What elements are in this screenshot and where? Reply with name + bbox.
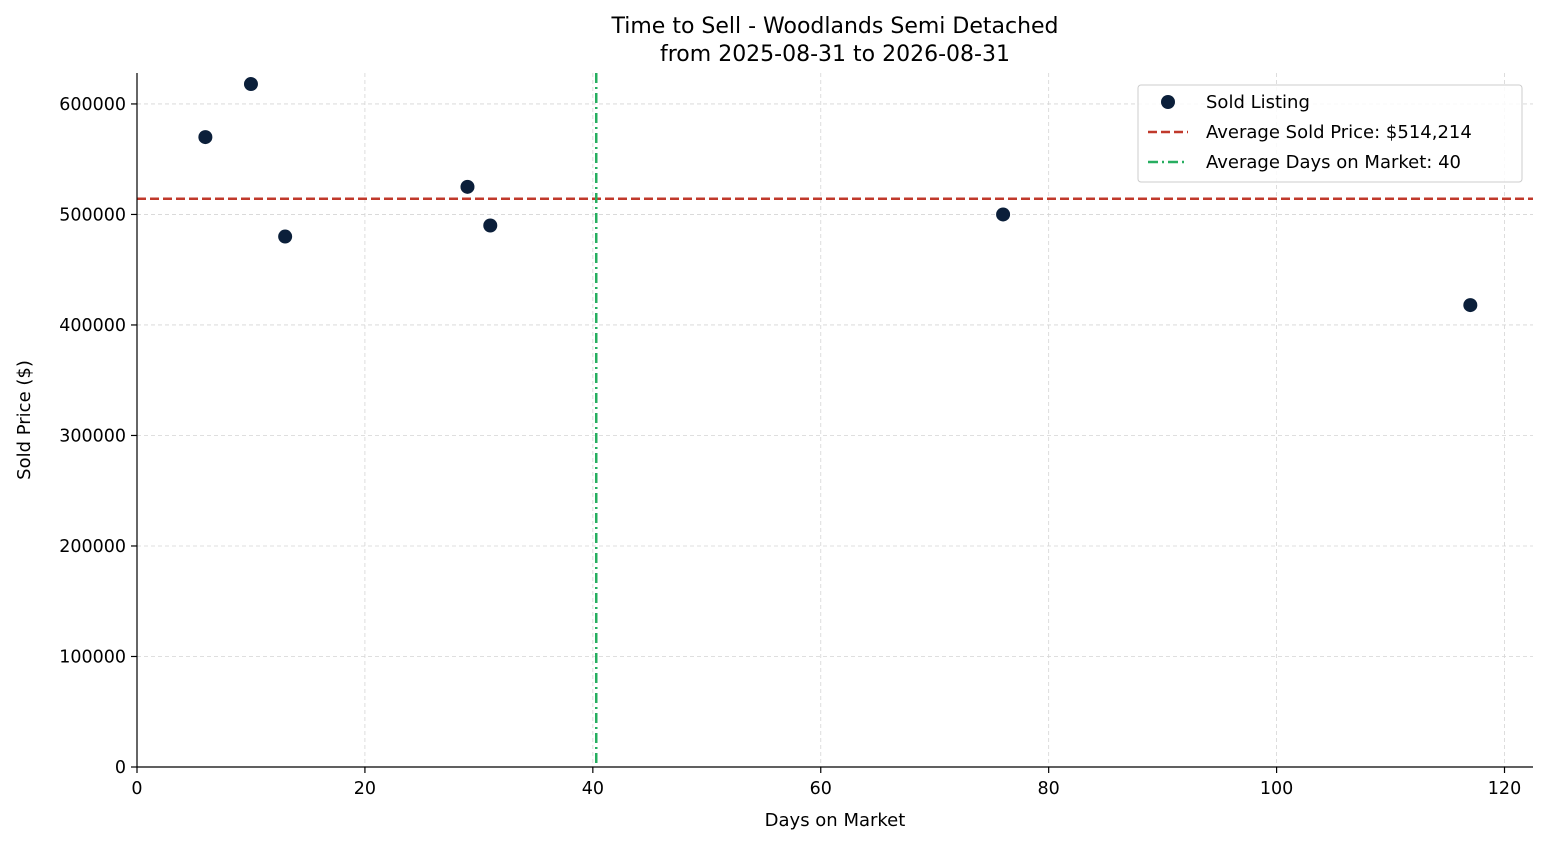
y-tick-label: 0	[115, 758, 126, 778]
x-tick-label: 60	[810, 779, 832, 799]
legend-label-average-sold-price: Average Sold Price: $514,214	[1206, 122, 1472, 143]
x-tick-label: 40	[582, 779, 604, 799]
data-point	[1463, 298, 1478, 313]
data-point	[278, 229, 293, 244]
y-tick-label: 100000	[59, 647, 126, 667]
chart-title: Time to Sell - Woodlands Semi Detached	[610, 14, 1058, 39]
y-axis-ticks: 0 100000 200000 300000 400000 500000 600000	[59, 95, 137, 778]
y-tick-label: 200000	[59, 537, 126, 557]
reference-lines	[137, 73, 1533, 767]
x-axis-ticks: 0 20 40 60 80 100 120	[131, 767, 1521, 799]
data-point	[243, 77, 258, 92]
legend: Sold Listing Average Sold Price: $514,21…	[1137, 84, 1523, 183]
data-point	[198, 130, 213, 145]
y-tick-label: 600000	[59, 95, 126, 115]
chart-subtitle: from 2025-08-31 to 2026-08-31	[660, 42, 1010, 67]
legend-label-average-days-on-market: Average Days on Market: 40	[1206, 152, 1461, 173]
legend-label-sold-listing: Sold Listing	[1206, 92, 1310, 113]
y-tick-label: 400000	[59, 316, 126, 336]
x-tick-label: 120	[1488, 779, 1521, 799]
y-tick-label: 300000	[59, 426, 126, 446]
y-tick-label: 500000	[59, 205, 126, 225]
legend-box	[1137, 84, 1523, 183]
grid	[137, 73, 1533, 767]
x-tick-label: 80	[1038, 779, 1060, 799]
data-point	[996, 207, 1011, 222]
data-points	[198, 77, 1478, 313]
data-point	[460, 179, 475, 194]
x-tick-label: 0	[131, 779, 142, 799]
data-point	[483, 218, 498, 233]
x-tick-label: 100	[1260, 779, 1293, 799]
x-axis-label: Days on Market	[765, 810, 906, 831]
x-tick-label: 20	[354, 779, 376, 799]
legend-marker-sold-listing	[1161, 95, 1175, 109]
y-axis-label: Sold Price ($)	[14, 360, 35, 480]
